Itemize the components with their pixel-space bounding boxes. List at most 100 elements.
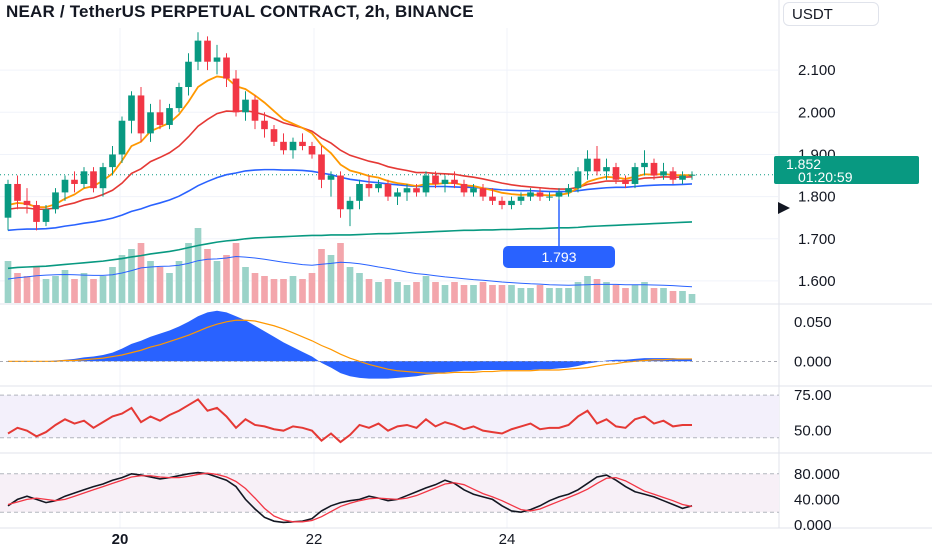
volume-bar	[527, 288, 534, 303]
volume-bar	[413, 282, 420, 303]
price-tick-label: 1.800	[798, 189, 836, 206]
candle-body	[346, 200, 354, 210]
volume-bar	[185, 243, 192, 303]
volume-bar	[61, 270, 69, 303]
time-tick-label: 22	[306, 531, 323, 548]
candle-body	[527, 192, 534, 197]
candle-body	[185, 61, 192, 88]
ema-long-line	[7, 221, 693, 270]
candle-body	[109, 154, 116, 168]
candle-body	[232, 78, 240, 113]
volume-ma-line	[7, 255, 693, 288]
volume-bar	[118, 255, 126, 303]
volume-bar	[565, 288, 572, 303]
candle-body	[99, 167, 107, 189]
volume-bar	[308, 273, 316, 303]
candle-body	[299, 141, 306, 147]
stoch-tick-label: 0.000	[794, 517, 832, 534]
candle-body	[432, 175, 439, 184]
volume-bar	[470, 285, 477, 303]
candle-body	[261, 120, 268, 130]
candle-body	[365, 183, 373, 189]
volume-bar	[242, 267, 249, 303]
candle-body	[90, 171, 97, 189]
volume-bar	[137, 243, 145, 303]
candle-body	[498, 200, 506, 206]
candle-body	[4, 183, 12, 218]
candle-body	[242, 99, 249, 113]
candle-body	[270, 129, 278, 142]
volume-bar	[584, 276, 591, 303]
candle-body	[42, 209, 50, 222]
candle-body	[194, 40, 202, 62]
volume-bar	[688, 294, 696, 303]
candle-body	[394, 192, 401, 197]
candle-body	[23, 200, 31, 206]
candle-body	[280, 141, 287, 151]
volume-bar	[99, 276, 107, 303]
candle-body	[356, 183, 363, 201]
candle-body	[318, 154, 325, 180]
candle-body	[61, 179, 69, 193]
candle-body	[147, 112, 154, 134]
volume-bar	[365, 279, 373, 303]
candle-body	[52, 192, 59, 210]
candle-body	[156, 112, 164, 125]
volume-bar	[593, 279, 601, 303]
rsi-band	[0, 395, 779, 438]
moving-averages	[7, 75, 693, 270]
volume-bar	[650, 288, 658, 303]
volume-bar	[327, 255, 335, 303]
volume-bar	[574, 282, 582, 303]
volume-bar	[679, 291, 686, 303]
chart-title: NEAR / TetherUS PERPETUAL CONTRACT, 2h, …	[6, 2, 474, 21]
macd-pane	[0, 310, 779, 379]
volume-bar	[42, 279, 50, 303]
macd-tick-label: 0.050	[794, 314, 832, 331]
volume-bar	[166, 273, 173, 303]
candle-body	[660, 171, 667, 176]
volume-bar	[128, 249, 135, 303]
candle-body	[489, 196, 496, 201]
volume-bar	[422, 276, 430, 303]
volume-bar	[232, 243, 240, 303]
stoch-tick-label: 40.000	[794, 491, 840, 508]
candle-body	[622, 179, 629, 184]
volume-bar	[536, 285, 544, 303]
candle-body	[337, 175, 344, 210]
candle-body	[413, 188, 420, 193]
candle-body	[128, 95, 135, 121]
volume-bar	[384, 279, 392, 303]
candle-body	[555, 192, 563, 197]
volume-bar	[508, 285, 515, 303]
volume-bar	[299, 279, 306, 303]
volume-bar	[261, 276, 268, 303]
rsi-tick-label: 75.00	[794, 387, 832, 404]
volume-bar	[460, 285, 468, 303]
low-marker-badge	[503, 246, 615, 268]
volume-bar	[641, 282, 648, 303]
candle-body	[584, 158, 591, 172]
candle-body	[451, 179, 458, 184]
candle-body	[517, 196, 525, 201]
volume-bar	[280, 279, 287, 303]
volume-bar	[660, 288, 667, 303]
volume-bar	[90, 279, 97, 303]
volume-bar	[337, 243, 344, 303]
macd-signal-line	[8, 319, 692, 374]
candle-body	[14, 183, 21, 201]
volume-bar	[622, 288, 629, 303]
candle-body	[688, 174, 696, 176]
volume-bar	[669, 291, 677, 303]
volume-bar	[156, 267, 164, 303]
stoch-tick-label: 80.000	[794, 466, 840, 483]
price-tick-label: 1.600	[798, 273, 836, 290]
candle-body	[460, 183, 468, 193]
candle-body	[403, 188, 411, 193]
currency-selector[interactable]: USDT	[783, 2, 879, 26]
candle-body	[422, 175, 430, 193]
candle-body	[508, 200, 515, 206]
current-price-label: 1.852	[786, 156, 821, 172]
candle-body	[574, 171, 582, 189]
